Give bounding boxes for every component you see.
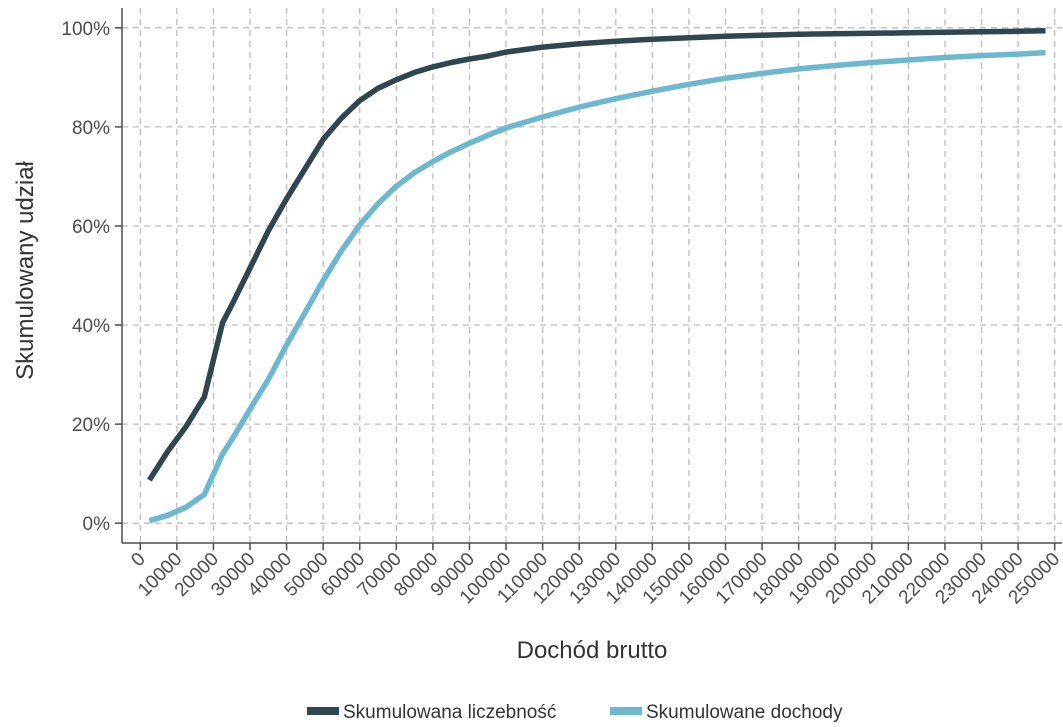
series-lines bbox=[147, 28, 1046, 524]
series-line-2 bbox=[148, 49, 1046, 524]
grid bbox=[122, 8, 1062, 543]
x-tick-label: 0 bbox=[127, 549, 149, 571]
x-axis-title: Dochód brutto bbox=[517, 637, 668, 664]
y-tick-label: 0% bbox=[83, 514, 111, 535]
y-tick-label: 40% bbox=[72, 316, 110, 337]
y-tick-label: 20% bbox=[72, 415, 110, 436]
y-axis-title: Skumulowany udział bbox=[12, 160, 39, 379]
legend: Skumulowana liczebność Skumulowane dochod… bbox=[307, 702, 843, 723]
y-tick-label: 60% bbox=[72, 217, 110, 238]
tick-labels: 0%20%40%60%80%100%0100002000030000400005… bbox=[61, 19, 1063, 609]
legend-label-2: Skumulowane dochody bbox=[646, 702, 843, 723]
series-line-1 bbox=[147, 28, 1046, 482]
y-tick-label: 80% bbox=[72, 118, 110, 139]
y-tick-label: 100% bbox=[61, 19, 110, 40]
axes bbox=[115, 8, 1062, 550]
legend-label-1: Skumulowana liczebność bbox=[343, 702, 556, 723]
